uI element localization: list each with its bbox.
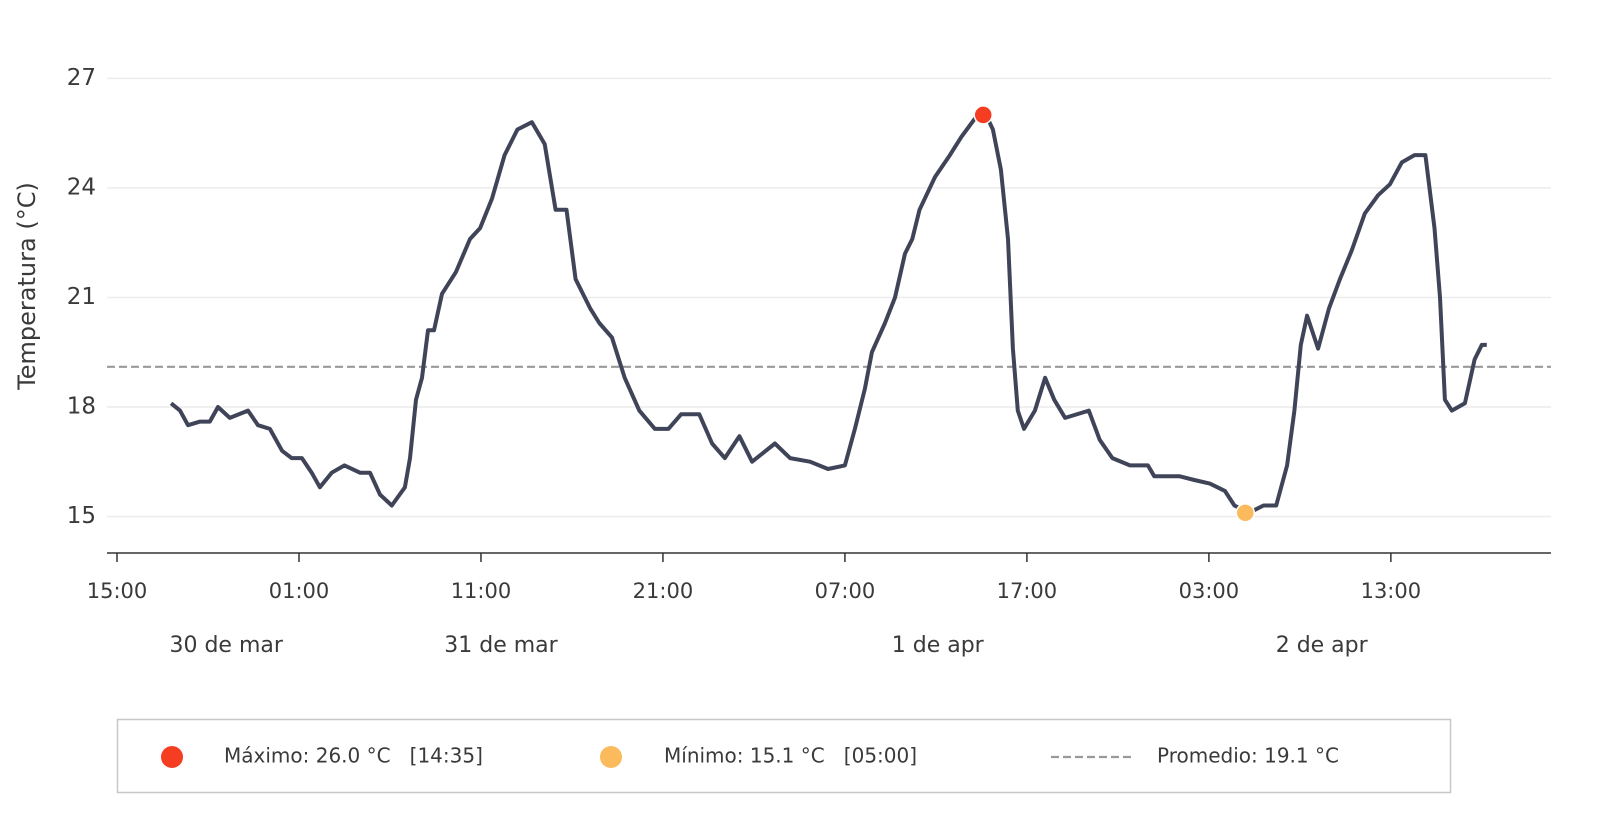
legend-marker	[161, 746, 183, 768]
y-tick-label: 27	[67, 65, 96, 91]
x-tick-label: 17:00	[997, 579, 1058, 603]
legend-label: Máximo: 26.0 °C [14:35]	[224, 744, 483, 768]
y-tick-label: 21	[67, 284, 96, 310]
date-label: 30 de mar	[169, 633, 283, 658]
x-tick-label: 03:00	[1179, 579, 1240, 603]
y-tick-label: 24	[67, 174, 96, 200]
maximum-marker	[973, 105, 993, 125]
x-tick-label: 11:00	[451, 579, 512, 603]
x-tick-label: 21:00	[633, 579, 694, 603]
date-label: 2 de apr	[1276, 633, 1369, 658]
legend-box	[116, 718, 1452, 794]
date-label: 1 de apr	[892, 633, 985, 658]
date-label: 31 de mar	[444, 633, 558, 658]
y-tick-label: 15	[67, 503, 96, 529]
legend-label: Mínimo: 15.1 °C [05:00]	[664, 744, 917, 768]
legend-label: Promedio: 19.1 °C	[1157, 744, 1339, 768]
y-axis-label: Temperatura (°C)	[13, 182, 41, 391]
x-tick-label: 01:00	[269, 579, 330, 603]
y-tick-label: 18	[67, 393, 96, 419]
line-series	[169, 112, 1487, 515]
x-tick-label: 13:00	[1361, 579, 1422, 603]
minimum-marker	[1235, 503, 1256, 523]
x-tick-label: 15:00	[87, 579, 148, 603]
legend-marker	[600, 746, 622, 768]
x-tick-label: 07:00	[815, 579, 876, 603]
